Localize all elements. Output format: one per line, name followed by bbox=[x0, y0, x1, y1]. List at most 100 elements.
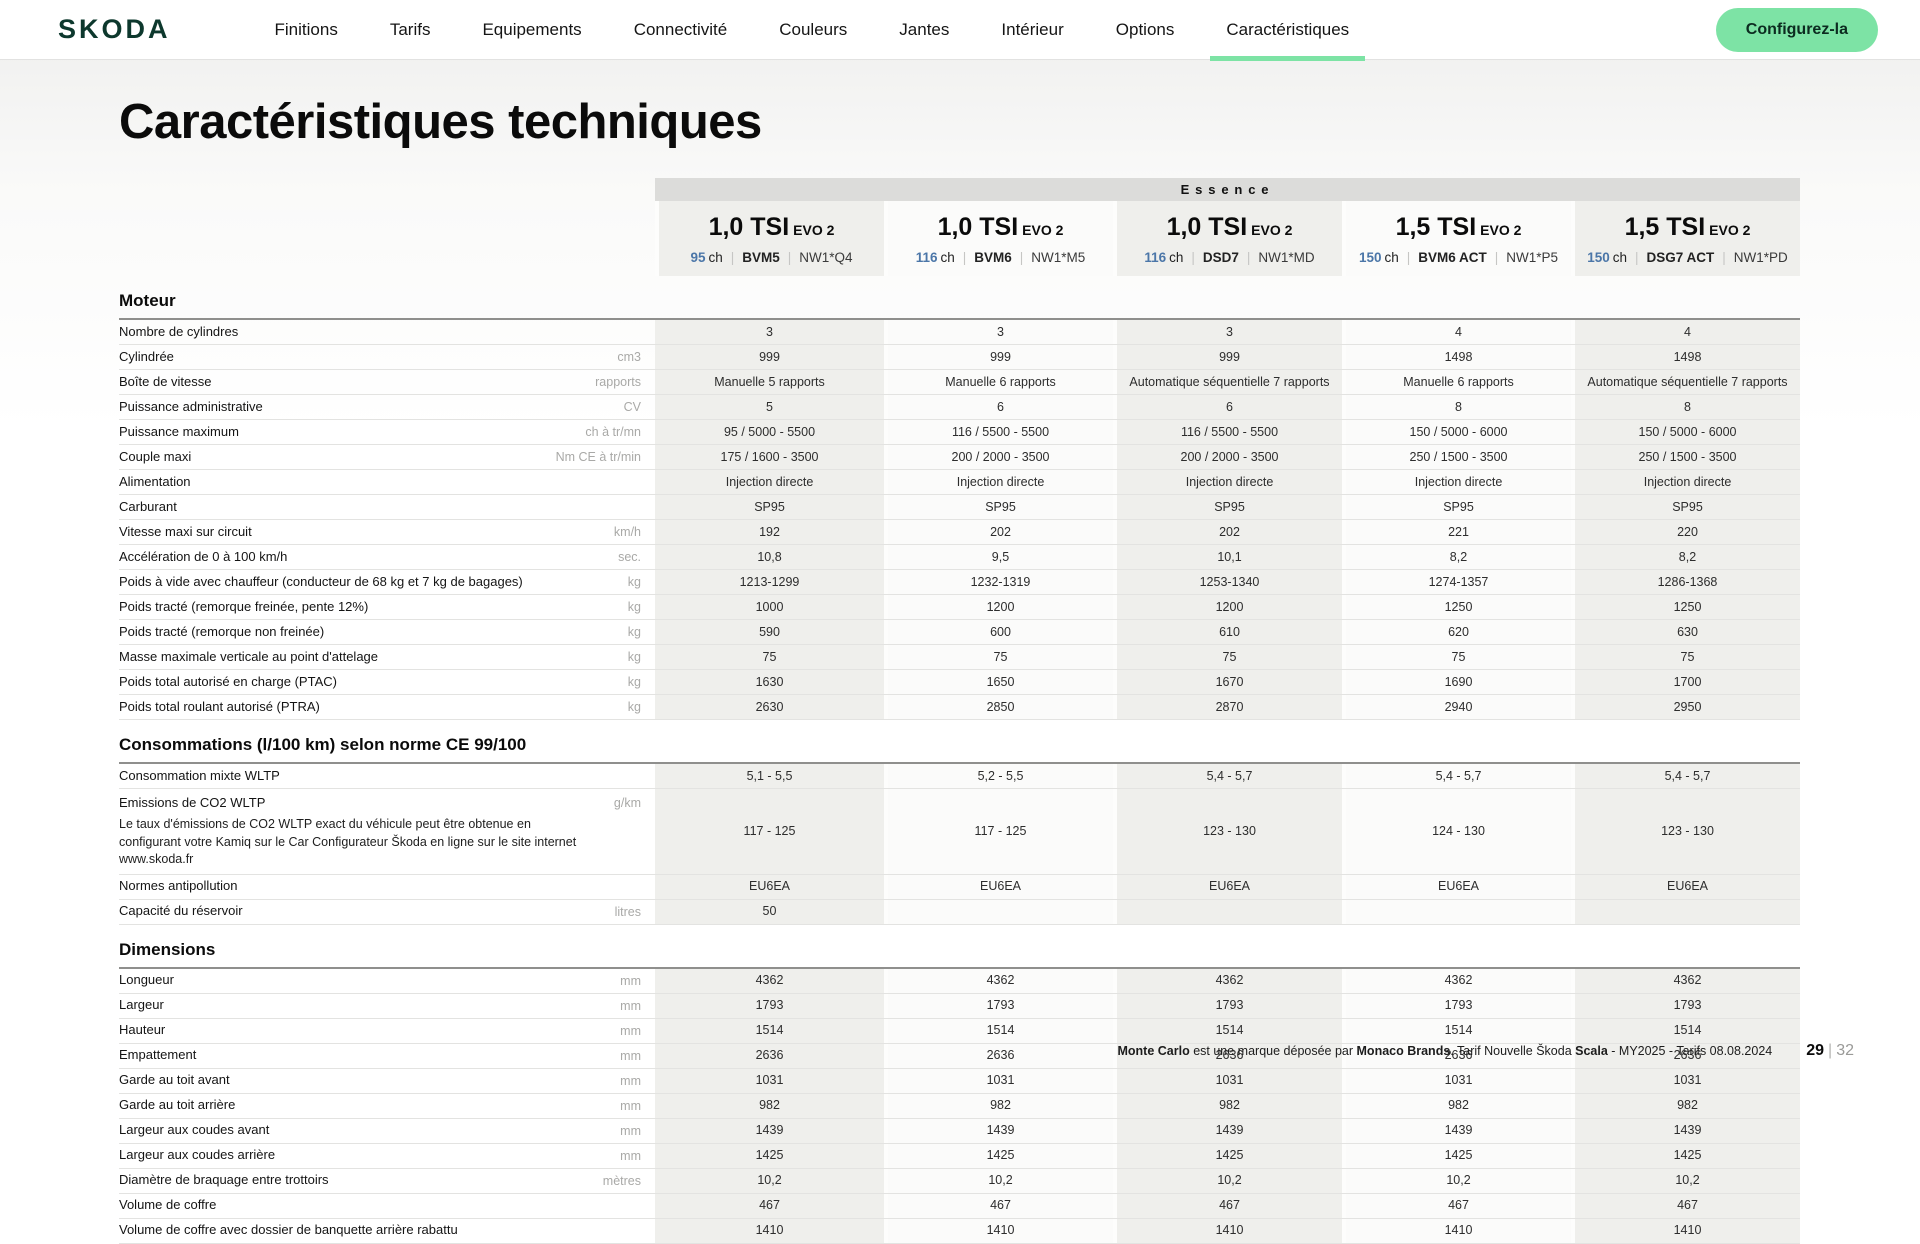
spec-value-cell: 467 bbox=[884, 1193, 1113, 1218]
spec-value-cell bbox=[884, 899, 1113, 924]
footer: Monte Carlo est une marque déposée par M… bbox=[1118, 1042, 1855, 1060]
spec-value-cell: 124 - 130 bbox=[1342, 789, 1571, 874]
spec-row: Volume de coffre 467 467 467 467 467 bbox=[119, 1193, 1800, 1219]
spec-value-cell: 2870 bbox=[1113, 695, 1342, 719]
spec-value-cell: EU6EA bbox=[655, 874, 884, 899]
spec-value-cell: Automatique séquentielle 7 rapports bbox=[1113, 370, 1342, 394]
spec-row: Consommation mixte WLTP 5,1 - 5,5 5,2 - 5,… bbox=[119, 764, 1800, 789]
spec-value-cell: 1514 bbox=[1571, 1018, 1800, 1043]
spec-row-label-block: Emissions de CO2 WLTP g/km Le taux d'émiss… bbox=[119, 789, 655, 874]
spec-row-label-cell: Puissance maximum ch à tr/mn bbox=[119, 420, 655, 444]
spec-value-cell: 10,2 bbox=[1113, 1168, 1342, 1193]
nav-item-connectivite[interactable]: Connectivité bbox=[633, 19, 728, 39]
spec-value-cell: 1410 bbox=[655, 1218, 884, 1243]
separator: | bbox=[787, 250, 792, 265]
spec-value-cell: 75 bbox=[655, 645, 884, 669]
spec-row-unit: ch à tr/mn bbox=[585, 425, 641, 439]
engine-code: NW1*MD bbox=[1258, 250, 1315, 265]
legal-segment: Monte Carlo bbox=[1117, 1044, 1190, 1058]
spec-value-cell: 220 bbox=[1571, 520, 1800, 544]
spec-row-unit: g/km bbox=[613, 796, 641, 810]
nav-item-couleurs[interactable]: Couleurs bbox=[779, 19, 848, 39]
fuel-band: Essence bbox=[119, 178, 1800, 201]
spec-row-label-cell: Largeur aux coudes avant mm bbox=[119, 1119, 655, 1143]
spec-value-cell: Manuelle 5 rapports bbox=[655, 370, 884, 394]
engine-gearbox: DSD7 bbox=[1202, 250, 1239, 265]
top-navbar: SKODA Finitions Tarifs Equipements Connecti… bbox=[0, 0, 1920, 61]
spec-row: Volume de coffre avec dossier de banquet… bbox=[119, 1218, 1800, 1244]
nav-item-options[interactable]: Options bbox=[1115, 19, 1175, 39]
spec-row-unit: mm bbox=[620, 1048, 641, 1063]
nav-item-caracteristiques[interactable]: Caractéristiques bbox=[1200, 0, 1375, 61]
page-separator: | bbox=[1828, 1042, 1833, 1059]
spec-value-cell: 1031 bbox=[1571, 1068, 1800, 1093]
spec-value-cell: 1690 bbox=[1342, 670, 1571, 694]
legal-segment: est une marque déposée par bbox=[1189, 1044, 1357, 1058]
engine-gearbox: BVM5 bbox=[742, 250, 780, 265]
spec-value-cell: 150 / 5000 - 6000 bbox=[1342, 420, 1571, 444]
spec-value-cell: 2636 bbox=[884, 1043, 1113, 1068]
spec-value-cell: Injection directe bbox=[1571, 470, 1800, 494]
spec-row-label: Volume de coffre avec dossier de banquet… bbox=[119, 1222, 458, 1238]
spec-value-cell: 982 bbox=[884, 1093, 1113, 1118]
spec-value-cell: 4362 bbox=[655, 968, 884, 993]
spec-row-unit: Nm CE à tr/min bbox=[555, 450, 641, 464]
engine-gearbox: BVM6 ACT bbox=[1418, 250, 1487, 265]
configure-button[interactable]: Configurez-la bbox=[1715, 7, 1878, 52]
spec-value-cell: Automatique séquentielle 7 rapports bbox=[1571, 370, 1800, 394]
engine-power: 116 bbox=[915, 250, 938, 265]
nav-item-equipements[interactable]: Equipements bbox=[482, 19, 582, 39]
engine-column-header: 1,0 TSI EVO 2 116 ch | DSD7 | NW1*MD bbox=[1113, 201, 1342, 276]
spec-value-cell: EU6EA bbox=[1113, 874, 1342, 899]
spec-row-label-cell: Poids total autorisé en charge (PTAC) kg bbox=[119, 670, 655, 694]
spec-row: Poids total autorisé en charge (PTAC) kg 1… bbox=[119, 670, 1800, 695]
spec-value-cell: EU6EA bbox=[1342, 874, 1571, 899]
spec-row-label-cell: Masse maximale verticale au point d'atte… bbox=[119, 645, 655, 669]
spec-row-label-cell: Volume de coffre avec dossier de banquet… bbox=[119, 1219, 655, 1243]
spec-row-unit: km/h bbox=[613, 525, 641, 539]
page-title: Caractéristiques techniques bbox=[119, 95, 762, 149]
nav-item-interieur[interactable]: Intérieur bbox=[1001, 19, 1064, 39]
engine-column-header: 1,5 TSI EVO 2 150 ch | DSG7 ACT | NW1*PD bbox=[1571, 201, 1800, 276]
spec-row: Normes antipollution EU6EA EU6EA EU6EA EU6EA… bbox=[119, 874, 1800, 900]
nav-item-finitions[interactable]: Finitions bbox=[274, 19, 338, 39]
spec-value-cell bbox=[1571, 899, 1800, 924]
spec-row-unit: mm bbox=[620, 1123, 641, 1138]
spec-value-cell: 999 bbox=[655, 345, 884, 369]
spec-row-label-cell: Vitesse maxi sur circuit km/h bbox=[119, 520, 655, 544]
spec-row-label: Poids total autorisé en charge (PTAC) bbox=[119, 673, 337, 689]
spec-value-cell: 8,2 bbox=[1342, 545, 1571, 569]
engine-name-text: 1,5 TSI bbox=[1395, 213, 1477, 241]
nav-item-tarifs[interactable]: Tarifs bbox=[389, 19, 431, 39]
separator: | bbox=[962, 250, 967, 265]
spec-row-label-cell: Accélération de 0 à 100 km/h sec. bbox=[119, 545, 655, 569]
spec-row-label: Poids tracté (remorque freinée, pente 12… bbox=[119, 598, 369, 614]
engine-name-line: 1,5 TSI EVO 2 bbox=[1350, 213, 1567, 242]
engine-power: 150 bbox=[1587, 250, 1610, 265]
spec-value-cell: 610 bbox=[1113, 620, 1342, 644]
spec-value-cell: 2950 bbox=[1571, 695, 1800, 719]
engine-name-text: 1,0 TSI bbox=[708, 213, 790, 241]
engine-power-unit: ch bbox=[1612, 250, 1627, 265]
spec-value-cell: 4362 bbox=[1571, 968, 1800, 993]
spec-value-cell: 630 bbox=[1571, 620, 1800, 644]
spec-row-label-cell: Cylindrée cm3 bbox=[119, 345, 655, 369]
spec-row-unit: kg bbox=[627, 650, 641, 664]
spec-row-label: Garde au toit avant bbox=[119, 1072, 230, 1088]
spec-value-cell: SP95 bbox=[1571, 495, 1800, 519]
spec-value-cell: 982 bbox=[1113, 1093, 1342, 1118]
spec-value-cell: 200 / 2000 - 3500 bbox=[884, 445, 1113, 469]
spec-value-cell: 8 bbox=[1342, 395, 1571, 419]
engine-subheader: 116 ch | BVM6 | NW1*M5 bbox=[892, 250, 1109, 265]
nav-item-jantes[interactable]: Jantes bbox=[899, 19, 950, 39]
spec-value-cell: 75 bbox=[1571, 645, 1800, 669]
engine-power: 116 bbox=[1144, 250, 1167, 265]
spec-row: Poids tracté (remorque freinée, pente 12… bbox=[119, 595, 1800, 620]
spec-value-cell: 123 - 130 bbox=[1571, 789, 1800, 874]
spec-value-cell: 1031 bbox=[1342, 1068, 1571, 1093]
spec-row: Poids à vide avec chauffeur (conducteur … bbox=[119, 570, 1800, 595]
spec-value-cell: SP95 bbox=[1342, 495, 1571, 519]
spec-value-cell: 3 bbox=[1113, 320, 1342, 344]
skoda-logo[interactable]: SKODA bbox=[58, 14, 171, 44]
spec-row: Couple maxi Nm CE à tr/min 175 / 1600 - 35… bbox=[119, 445, 1800, 470]
